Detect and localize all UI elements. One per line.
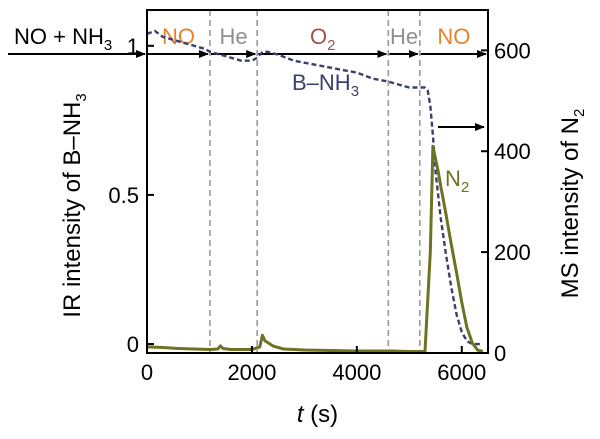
y-right-axis-title: MS intensity of N2 — [557, 109, 588, 299]
y-right-axis-title-sub: 2 — [571, 109, 588, 117]
y-right-tick-label: 200 — [494, 240, 531, 265]
series-label-bnh3-sub: 3 — [351, 83, 359, 100]
feed-label-pre-main: NO + NH — [14, 24, 104, 49]
x-axis-title-unit: (s) — [304, 401, 339, 428]
x-axis-title-var: t — [297, 401, 305, 428]
series-label-bnh3-main: B–NH — [292, 70, 351, 95]
y-right-tick-label: 400 — [494, 139, 531, 164]
y-right-tick-label: 600 — [494, 38, 531, 63]
phase-label-main: He — [219, 24, 247, 49]
series-line-bnh3 — [146, 29, 483, 346]
phase-label: He — [390, 24, 418, 49]
phase-divider-lines — [209, 10, 421, 353]
phase-label: NO — [162, 24, 195, 49]
x-tick-label: 0 — [141, 360, 153, 385]
plot-frame — [146, 9, 489, 354]
x-axis-title: t (s) — [297, 401, 338, 428]
y-left-tick-label: 0.5 — [108, 183, 139, 208]
y-right-tick-label: 0 — [494, 341, 506, 366]
y-right-axis-title-main: MS intensity of N — [557, 117, 584, 298]
y-left-tick-label: 1 — [127, 34, 139, 59]
x-tick-label: 6000 — [437, 360, 486, 385]
phase-label: O2 — [310, 24, 335, 54]
phase-label-main: O — [310, 24, 327, 49]
y-left-axis-title-main: IR intensity of B–NH — [59, 102, 86, 318]
phase-layer: NO + NH3 NO He O2 He NO — [8, 24, 487, 58]
x-tick-label: 4000 — [332, 360, 381, 385]
feed-label-pre: NO + NH3 — [14, 24, 112, 54]
phase-label-main: NO — [437, 24, 470, 49]
phase-label-main: NO — [162, 24, 195, 49]
series-label-n2-main: N — [445, 166, 461, 191]
axis-layer: 0 2000 4000 6000 0 0.5 1 0 200 400 600 t (s) IR inte… — [59, 34, 588, 428]
feed-label-pre-sub: 3 — [104, 37, 112, 54]
phase-label: He — [219, 24, 247, 49]
series-label-bnh3: B–NH3 — [292, 70, 359, 100]
y-left-axis-title-sub: 3 — [73, 93, 90, 101]
y-left-axis-title: IR intensity of B–NH3 — [59, 93, 90, 317]
series-label-n2: N2 — [445, 166, 469, 196]
x-tick-label: 2000 — [227, 360, 276, 385]
phase-label-sub: 2 — [327, 37, 335, 54]
phase-label-main: He — [390, 24, 418, 49]
series-label-n2-sub: 2 — [461, 179, 469, 196]
series-line-n2 — [146, 144, 484, 353]
phase-label: NO — [437, 24, 470, 49]
y-left-tick-label: 0 — [127, 332, 139, 357]
